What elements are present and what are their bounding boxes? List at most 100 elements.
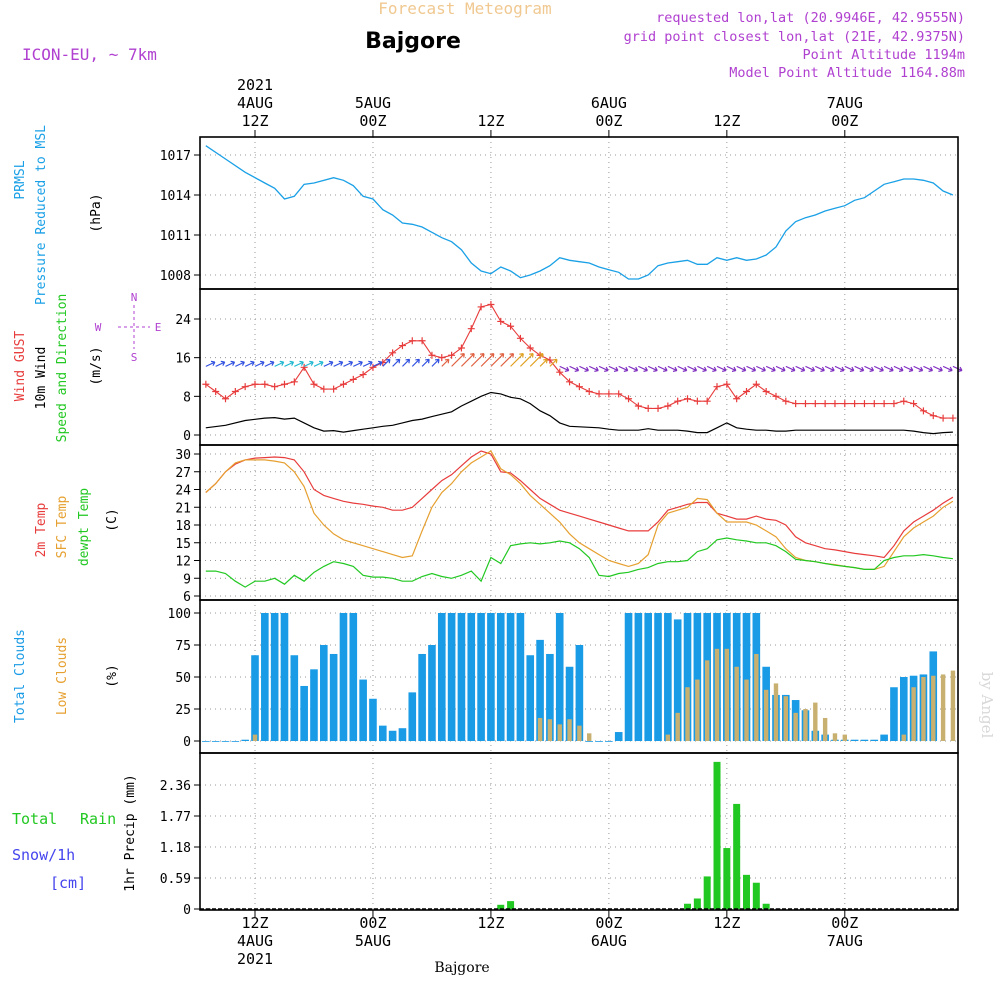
axis-label-dewpt: dewpt Temp — [77, 488, 92, 566]
wind-direction-arrow — [470, 353, 485, 367]
total-cloud-bar — [860, 739, 869, 741]
total-cloud-bar — [850, 739, 859, 741]
footer-location: Bajgore — [434, 960, 489, 976]
axis-label-precip: 1hr Precip (mm) — [123, 774, 138, 891]
gust-marker — [566, 378, 574, 386]
gust-marker — [280, 380, 288, 388]
gust-marker — [792, 400, 800, 408]
gust-marker — [900, 397, 908, 405]
gust-marker — [497, 317, 505, 325]
wind-direction-arrow — [431, 358, 440, 367]
total-cloud-bar — [270, 613, 279, 741]
wind-direction-arrow — [235, 360, 245, 367]
gust-marker — [782, 397, 790, 405]
wind-direction-arrow — [264, 360, 275, 367]
gust-marker — [625, 395, 633, 403]
low-cloud-bar — [803, 709, 808, 741]
model-name: ICON-EU, ~ 7km — [22, 45, 157, 64]
gust-marker — [831, 400, 839, 408]
low-cloud-bar — [950, 670, 956, 741]
total-cloud-bar — [428, 645, 436, 741]
legend-rain: Rain — [80, 810, 116, 828]
wind-speed-line — [205, 391, 953, 435]
gust-marker — [870, 400, 878, 408]
wind-direction-arrow — [382, 358, 391, 367]
y-tick-label: 8 — [183, 390, 191, 405]
y-tick-label: 30 — [175, 448, 191, 463]
total-cloud-bar — [664, 613, 672, 741]
top-time-label: 00Z — [595, 112, 622, 130]
total-cloud-bar — [300, 685, 308, 741]
low-cloud-bar — [921, 677, 926, 741]
rain-bar — [693, 898, 701, 909]
panel-frame — [199, 444, 959, 601]
y-tick-label: 0.59 — [160, 872, 191, 887]
low-cloud-bar — [754, 653, 759, 741]
gridpoint-coords: grid point closest lon,lat (21E, 42.9375… — [624, 29, 965, 45]
gust-marker — [438, 354, 446, 362]
wind-direction-arrow — [706, 365, 717, 372]
gust-marker — [939, 414, 947, 422]
gust-marker — [261, 380, 269, 388]
y-tick-label: 18 — [175, 519, 191, 534]
total-cloud-bar — [575, 645, 584, 741]
top-time-label: 12Z — [241, 112, 268, 130]
total-cloud-bar — [585, 741, 594, 742]
axis-label-gust: Wind GUST — [13, 331, 28, 402]
requested-coords: requested lon,lat (20.9946E, 42.9555N) — [656, 10, 965, 26]
total-cloud-bar — [742, 613, 751, 741]
compass-south: S — [131, 351, 138, 364]
total-cloud-bar — [437, 613, 446, 741]
axis-label-total-clouds: Total Clouds — [13, 629, 28, 723]
low-cloud-bar — [675, 712, 680, 741]
y-tick-label: 15 — [175, 537, 191, 552]
bottom-time-label: 00Z — [359, 914, 386, 932]
rain-bar — [723, 848, 731, 909]
wind-direction-arrow — [579, 365, 589, 372]
wind-direction-arrow — [539, 358, 548, 367]
total-cloud-bar — [349, 613, 358, 741]
gust-marker — [398, 342, 406, 350]
gust-marker — [949, 414, 957, 422]
axis-label-percent: (%) — [105, 664, 120, 687]
gust-marker — [929, 412, 937, 420]
wind-direction-arrow — [716, 365, 727, 372]
low-cloud-bar — [911, 687, 916, 741]
gust-marker — [684, 395, 692, 403]
watermark: by Angel — [978, 672, 996, 739]
gust-marker — [811, 400, 819, 408]
wind-direction-arrow — [569, 365, 580, 372]
gust-marker — [585, 388, 593, 395]
low-cloud-bar — [724, 648, 730, 741]
wind-direction-arrow — [421, 358, 430, 367]
y-tick-label: 9 — [183, 572, 191, 587]
point-altitude: Point Altitude 1194m — [802, 47, 965, 63]
gust-marker — [556, 368, 564, 376]
gust-marker — [300, 363, 308, 371]
low-cloud-bar — [842, 734, 847, 741]
rain-bar — [713, 761, 721, 909]
total-cloud-bar — [359, 679, 367, 741]
gust-marker — [251, 380, 259, 388]
pressure-line — [205, 145, 954, 280]
wind-direction-arrow — [854, 365, 865, 372]
wind-direction-arrow — [480, 353, 495, 367]
gust-marker — [821, 400, 829, 408]
gust-marker — [910, 400, 918, 408]
gust-marker — [526, 344, 534, 352]
location-title: Bajgore — [365, 29, 461, 54]
wind-direction-arrow — [628, 365, 639, 372]
gust-marker — [349, 375, 357, 383]
legend-cm: [cm] — [50, 874, 86, 892]
wind-direction-arrow — [608, 365, 619, 372]
rain-bar — [762, 903, 770, 909]
wind-direction-arrow — [510, 353, 524, 367]
wind-direction-arrow — [756, 365, 766, 372]
low-cloud-bar — [695, 679, 700, 741]
total-cloud-bar — [329, 653, 338, 741]
wind-direction-arrow — [815, 365, 825, 372]
wind-direction-arrow — [598, 365, 609, 372]
wind-direction-arrow — [618, 365, 629, 372]
total-cloud-bar — [202, 741, 210, 742]
rain-bar — [733, 803, 741, 909]
